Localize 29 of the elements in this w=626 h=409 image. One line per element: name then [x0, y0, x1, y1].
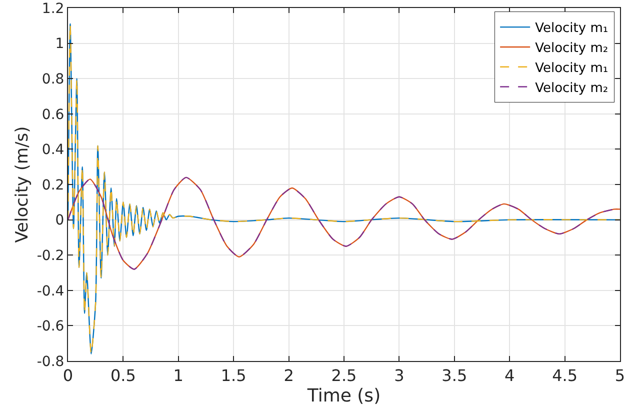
y-tick-label: 0.6 [42, 106, 64, 123]
x-tick-label: 0.5 [110, 366, 136, 386]
y-tick-label: 0 [55, 212, 64, 229]
y-tick-label: 0.2 [42, 177, 64, 194]
x-axis-title: Time (s) [306, 385, 381, 406]
y-tick-label: 0.4 [42, 142, 64, 158]
line-series [68, 23, 620, 355]
x-tick-label: 3.5 [442, 366, 468, 386]
y-tick-label: 0.8 [42, 72, 64, 88]
legend-label: Velocity m₁ [535, 60, 608, 76]
y-tick-label: 1.2 [42, 0, 64, 17]
y-axis-title: Velocity (m/s) [12, 126, 32, 243]
y-tick-label: -0.6 [36, 318, 64, 335]
x-tick-label: 5 [614, 366, 626, 386]
x-tick-label: 2 [284, 366, 294, 386]
y-tick-label: 1 [55, 36, 64, 52]
line-series [68, 176, 620, 270]
y-tick-label: -0.2 [36, 248, 64, 264]
x-tick-label: 3 [394, 366, 404, 386]
x-tick-label: 4.5 [552, 366, 578, 386]
x-tick-label: 2.5 [331, 366, 357, 386]
legend-label: Velocity m₁ [535, 21, 608, 36]
legend-label: Velocity m₂ [535, 80, 608, 96]
x-tick-label: 1.5 [220, 366, 246, 386]
y-tick-label: -0.4 [36, 283, 64, 300]
legend-label: Velocity m₂ [535, 41, 608, 56]
x-tick-label: 1 [173, 366, 184, 386]
x-tick-label: 4 [504, 366, 515, 386]
y-tick-label: -0.8 [36, 354, 64, 370]
